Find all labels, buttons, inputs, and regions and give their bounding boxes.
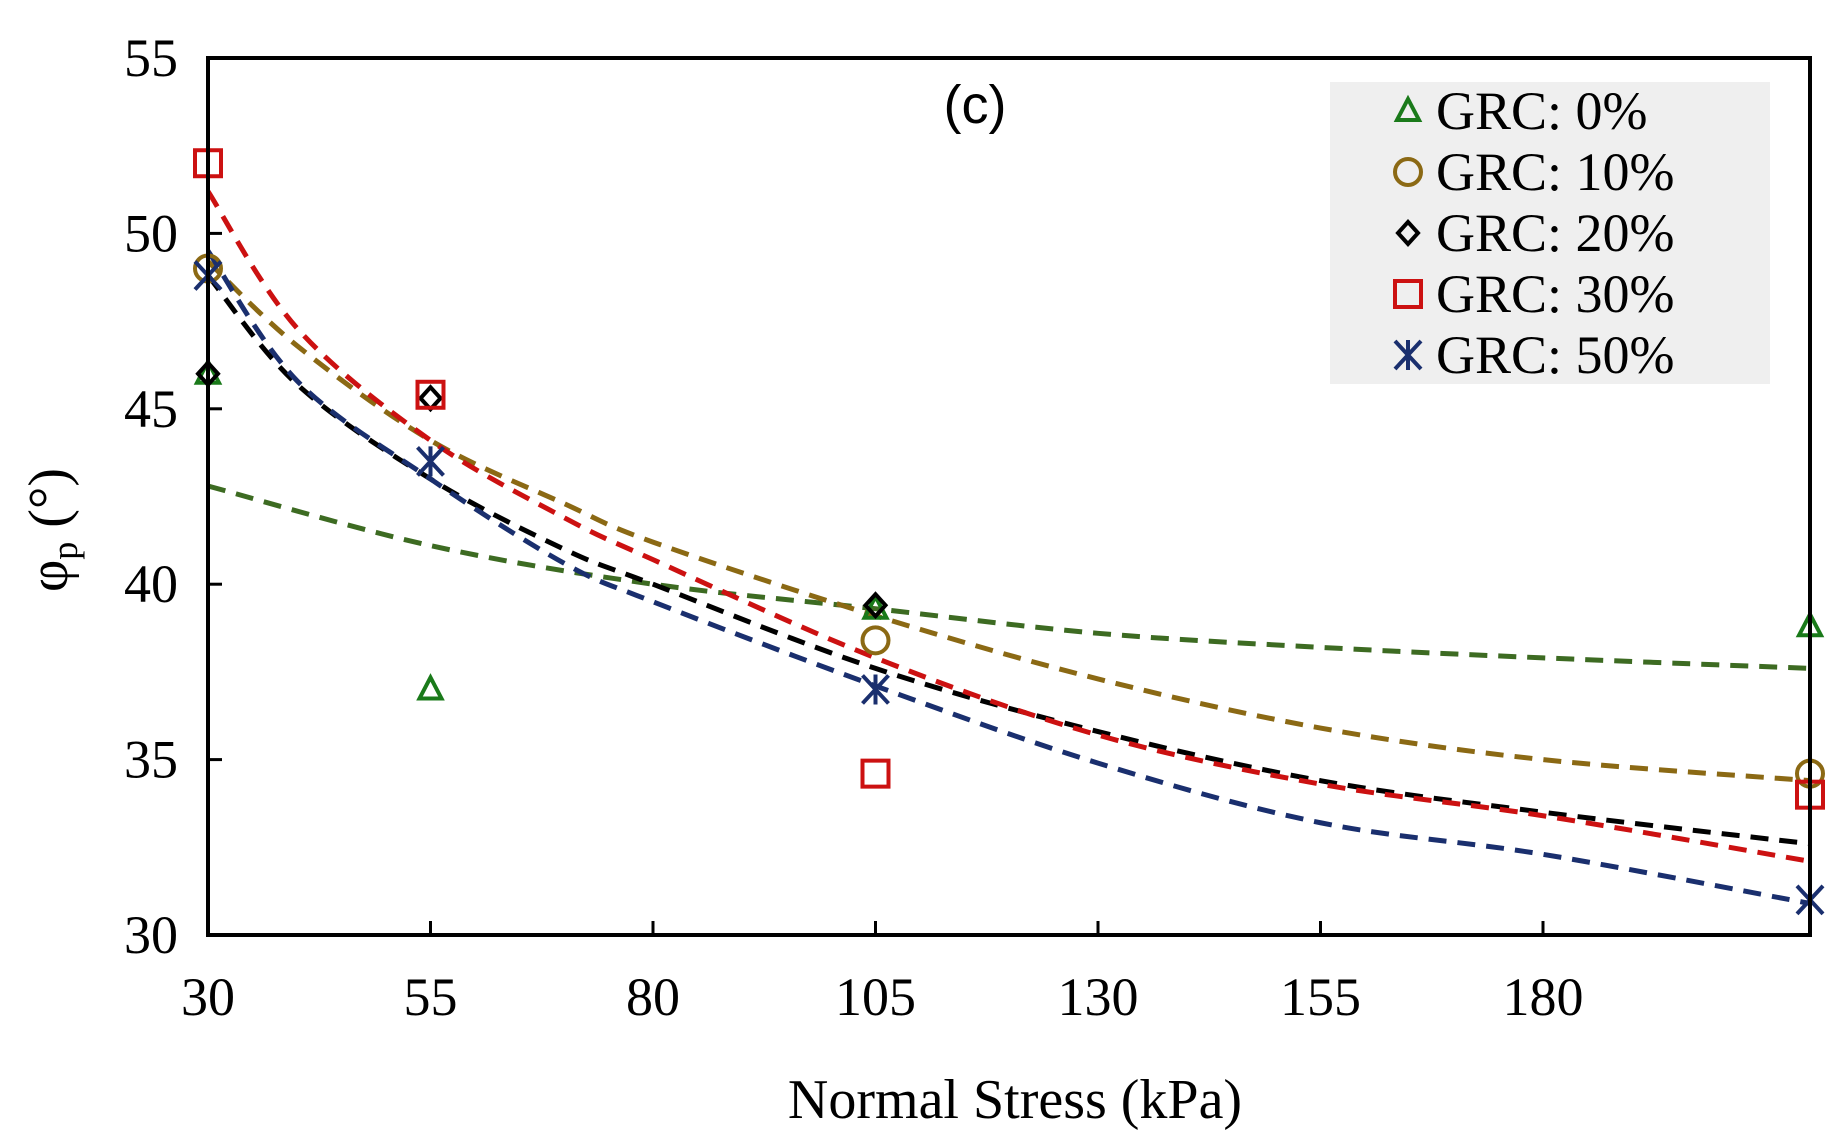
data-point-grc-20-105: [862, 591, 889, 620]
legend-background: [1330, 82, 1770, 384]
legend-label-grc-10: GRC: 10%: [1436, 142, 1675, 202]
legend-label-grc-50: GRC: 50%: [1436, 325, 1675, 385]
data-point-grc-30-105: [860, 758, 891, 789]
y-axis-unit: (°): [18, 468, 80, 542]
y-axis-subscript: p: [45, 542, 85, 560]
legend-label-grc-20: GRC: 20%: [1436, 203, 1675, 263]
plot-content: [193, 148, 1825, 916]
x-tick-label-30: 30: [181, 967, 235, 1027]
data-point-grc-0-55: [416, 673, 445, 701]
trend-line-grc-30: [205, 189, 1811, 864]
data-point-grc-50-55: [416, 446, 445, 477]
legend-marker-grc-30: [1393, 279, 1423, 309]
data-point-grc-10-105: [860, 625, 891, 656]
data-point-grc-30-55: [415, 379, 446, 410]
y-tick-label-40: 40: [124, 554, 178, 614]
legend-marker-grc-20: [1395, 219, 1421, 247]
y-axis-symbol: φ: [18, 560, 80, 592]
x-axis-title: Normal Stress (kPa): [788, 1069, 1242, 1131]
y-tick-label-35: 35: [124, 730, 178, 790]
y-tick-label-55: 55: [124, 28, 178, 88]
x-tick-label-80: 80: [626, 967, 680, 1027]
x-tick-label-55: 55: [404, 967, 458, 1027]
panel-label: (c): [944, 75, 1007, 135]
y-tick-label-30: 30: [124, 905, 178, 965]
y-tick-label-45: 45: [124, 379, 178, 439]
trend-line-grc-0: [207, 483, 1811, 671]
legend-marker-grc-10: [1393, 157, 1423, 187]
trend-line-grc-50: [205, 249, 1811, 906]
x-tick-label-180: 180: [1503, 967, 1584, 1027]
y-axis-title: φp (°): [18, 468, 85, 592]
y-tick-label-50: 50: [124, 203, 178, 263]
legend: GRC: 0%GRC: 10%GRC: 20%GRC: 30%GRC: 50%: [1330, 81, 1770, 385]
axes: 30 55 80 105 130 155 180 30 35 40 45 50 55: [124, 28, 1812, 1027]
x-tick-label-130: 130: [1058, 967, 1139, 1027]
data-point-grc-50-105: [861, 674, 890, 705]
legend-marker-grc-50: [1393, 339, 1423, 371]
legend-marker-grc-0: [1393, 94, 1423, 122]
x-tick-label-105: 105: [835, 967, 916, 1027]
x-tick-label-155: 155: [1280, 967, 1361, 1027]
legend-label-grc-30: GRC: 30%: [1436, 264, 1675, 324]
legend-label-grc-0: GRC: 0%: [1436, 81, 1648, 141]
plot-frame: [206, 56, 1812, 937]
